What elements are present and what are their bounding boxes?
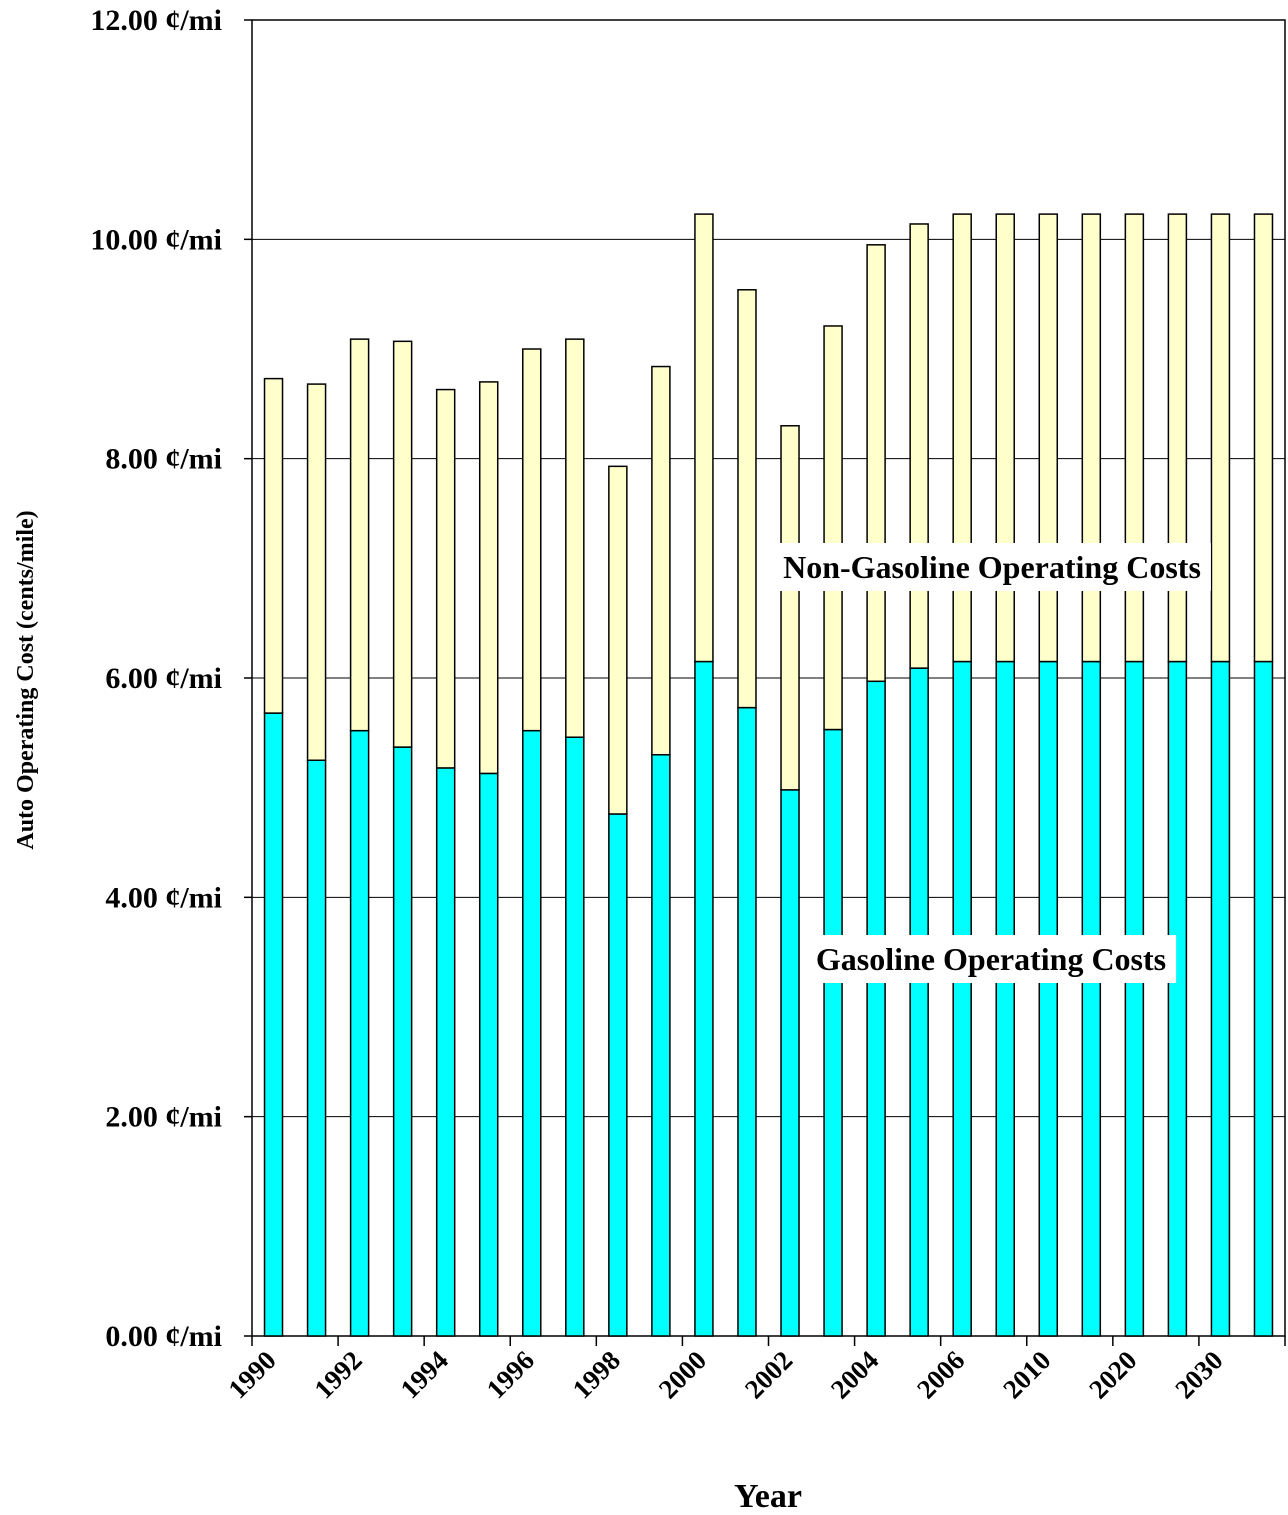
x-axis-title: Year: [734, 1478, 802, 1515]
bar-gasoline: [780, 789, 800, 1337]
x-tick-label: 1996: [481, 1345, 540, 1404]
bar-non-gasoline: [522, 348, 542, 732]
annotation-background: [805, 935, 1177, 983]
bar-gasoline: [909, 667, 929, 1337]
x-tick-label: 2000: [653, 1345, 712, 1404]
y-tick-label: 10.00 ¢/mi: [90, 223, 222, 256]
bar-non-gasoline: [823, 325, 843, 731]
x-tick-label: 2006: [911, 1345, 970, 1404]
x-tick-label: 1998: [567, 1345, 626, 1404]
bar-gasoline: [952, 660, 972, 1337]
bars: [263, 213, 1274, 1337]
y-tick-label: 0.00 ¢/mi: [105, 1320, 222, 1353]
bar-gasoline: [1253, 660, 1274, 1337]
bar-gasoline: [651, 754, 671, 1337]
bar-gasoline: [823, 728, 843, 1337]
gridlines: [252, 238, 1285, 1118]
x-tick-label: 2004: [825, 1345, 884, 1404]
bar-non-gasoline: [651, 365, 671, 756]
annotation-background: [773, 543, 1211, 591]
x-tick-label: 2010: [997, 1345, 1056, 1404]
y-tick-label: 2.00 ¢/mi: [105, 1101, 222, 1134]
x-tick-label: 1992: [308, 1345, 367, 1404]
bar-non-gasoline: [909, 223, 929, 669]
bar-non-gasoline: [866, 244, 886, 683]
bar-gasoline: [349, 729, 370, 1337]
x-axis-ticks: 1990 1992 1994 1996 1998 2000 2002 2004 2006 2010…: [222, 1336, 1286, 1404]
bar-gasoline: [263, 712, 284, 1337]
bar-gasoline: [392, 746, 413, 1337]
bar-non-gasoline: [349, 338, 370, 732]
x-tick-label: 2030: [1169, 1345, 1228, 1404]
bar-gasoline: [866, 680, 886, 1337]
bar-gasoline: [1124, 660, 1145, 1337]
bar-gasoline: [1167, 660, 1188, 1337]
bar-gasoline: [435, 767, 456, 1337]
bar-gasoline: [737, 706, 757, 1337]
bar-non-gasoline: [565, 338, 585, 738]
annotation-label: Non-Gasoline Operating Costs: [783, 549, 1201, 585]
bar-non-gasoline: [392, 340, 413, 748]
bar-non-gasoline: [1210, 213, 1231, 663]
x-tick-label: 1990: [222, 1345, 281, 1404]
y-tick-label: 6.00 ¢/mi: [105, 662, 222, 695]
bar-gasoline: [522, 729, 542, 1337]
bar-gasoline: [1038, 660, 1059, 1337]
bar-non-gasoline: [306, 383, 327, 761]
bar-gasoline: [565, 736, 585, 1337]
bar-non-gasoline: [952, 213, 972, 663]
y-tick-label: 8.00 ¢/mi: [105, 443, 222, 476]
bar-non-gasoline: [478, 381, 499, 775]
bar-gasoline: [1081, 660, 1102, 1337]
bar-gasoline: [1210, 660, 1231, 1337]
bar-non-gasoline: [1038, 213, 1059, 663]
x-tick-label: 2002: [739, 1345, 798, 1404]
bar-gasoline: [306, 759, 327, 1337]
x-tick-label: 2020: [1083, 1345, 1142, 1404]
x-tick-label: 1994: [395, 1345, 454, 1404]
annotation-label: Gasoline Operating Costs: [816, 941, 1166, 977]
bar-non-gasoline: [263, 377, 284, 714]
bar-non-gasoline: [435, 388, 456, 769]
bar-non-gasoline: [1253, 213, 1274, 663]
y-axis-ticks: 0.00 ¢/mi 2.00 ¢/mi 4.00 ¢/mi 6.00 ¢/mi 8.00…: [90, 4, 252, 1353]
bar-non-gasoline: [1081, 213, 1102, 663]
bar-gasoline: [995, 660, 1015, 1337]
bar-non-gasoline: [1124, 213, 1145, 663]
bar-non-gasoline: [608, 465, 628, 815]
bar-non-gasoline: [995, 213, 1015, 663]
bar-gasoline: [478, 772, 499, 1337]
bar-non-gasoline: [694, 213, 714, 663]
y-tick-label: 12.00 ¢/mi: [90, 4, 222, 37]
bar-non-gasoline: [737, 289, 757, 709]
bar-non-gasoline: [780, 425, 800, 791]
annotations: Non-Gasoline Operating Costs Gasoline Ope…: [773, 543, 1211, 983]
y-axis-title: Auto Operating Cost (cents/mile): [13, 510, 39, 849]
bar-gasoline: [694, 660, 714, 1337]
y-tick-label: 4.00 ¢/mi: [105, 881, 222, 914]
bar-non-gasoline: [1167, 213, 1188, 663]
bar-gasoline: [608, 813, 628, 1337]
